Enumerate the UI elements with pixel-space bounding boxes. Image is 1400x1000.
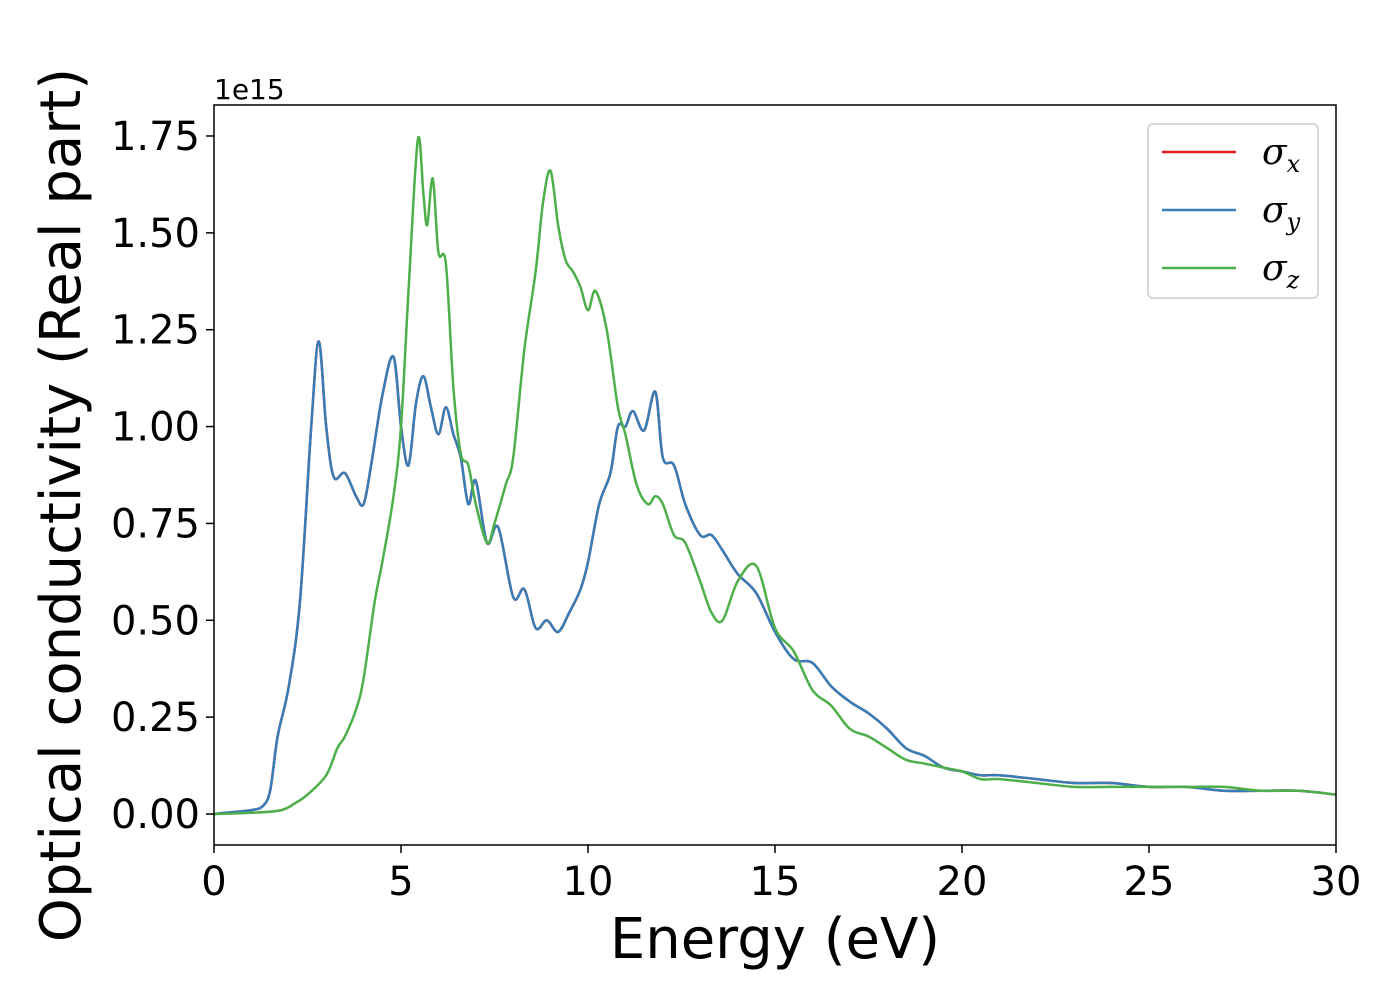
y-axis-ticks: 0.00 0.25 0.50 0.75 1.00 1.25 1.50 1.75 — [111, 114, 214, 838]
x-tick-label: 5 — [388, 859, 413, 905]
y-tick-label: 1.50 — [111, 211, 200, 257]
y-tick-label: 1.25 — [111, 308, 200, 354]
y-tick-label: 0.25 — [111, 695, 200, 741]
y-tick-label: 0.00 — [111, 792, 200, 838]
y-tick-label: 1.75 — [111, 114, 200, 160]
legend: σx σy σz — [1147, 123, 1319, 299]
x-axis-title: Energy (eV) — [610, 907, 940, 972]
x-axis-ticks: 0 5 10 15 20 25 30 — [201, 845, 1361, 905]
x-tick-label: 30 — [1311, 859, 1362, 905]
y-tick-label: 0.75 — [111, 501, 200, 547]
x-tick-label: 15 — [750, 859, 801, 905]
x-tick-label: 20 — [937, 859, 988, 905]
y-tick-label: 1.00 — [111, 405, 200, 451]
legend-entry-x: σx — [1162, 132, 1301, 178]
series-layer — [214, 135, 1336, 816]
x-tick-label: 10 — [563, 859, 614, 905]
legend-entry-z: σz — [1162, 248, 1300, 294]
series-line-y — [214, 340, 1336, 816]
y-tick-label: 0.50 — [111, 598, 200, 644]
legend-entry-y: σy — [1162, 190, 1301, 236]
y-offset-label: 1e15 — [214, 73, 285, 106]
legend-label: σx — [1262, 132, 1301, 178]
x-tick-label: 25 — [1124, 859, 1175, 905]
x-tick-label: 0 — [201, 859, 226, 905]
legend-label: σy — [1262, 190, 1301, 236]
legend-label: σz — [1262, 248, 1300, 294]
y-axis-title: Optical conductivity (Real part) — [29, 68, 94, 942]
series-line-z — [214, 135, 1336, 816]
